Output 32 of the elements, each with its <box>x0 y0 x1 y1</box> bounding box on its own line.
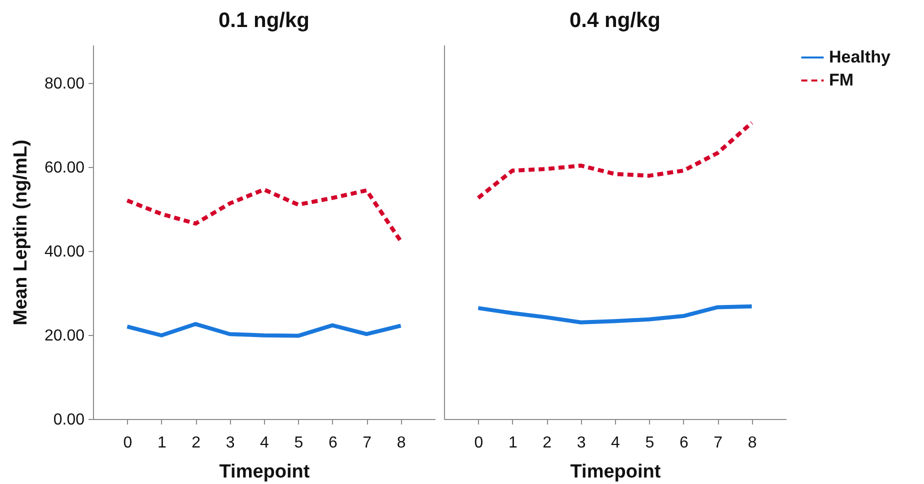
x-tick-label: 6 <box>679 434 688 452</box>
x-tick-label: 0 <box>123 434 132 452</box>
x-tick-label: 7 <box>362 434 372 452</box>
x-tick-label: 8 <box>748 434 757 452</box>
x-tick-label: 2 <box>192 434 201 452</box>
x-tick-label: 3 <box>226 434 235 452</box>
y-tick-label: 20.00 <box>44 327 85 344</box>
chart-title: 0.1 ng/kg <box>218 9 310 32</box>
x-tick-label: 3 <box>576 434 586 452</box>
chart-title: 0.4 ng/kg <box>569 9 661 32</box>
x-tick-label: 4 <box>611 434 620 452</box>
x-axis-title: Timepoint <box>570 462 662 482</box>
y-tick-label: 60.00 <box>44 159 85 176</box>
x-tick-label: 5 <box>294 434 304 452</box>
y-tick-label: 80.00 <box>44 75 85 92</box>
y-axis-title: Mean Leptin (ng/mL) <box>10 140 32 326</box>
x-tick-label: 5 <box>645 434 654 452</box>
y-tick-label: 40.00 <box>44 243 85 260</box>
line-series <box>125 322 403 338</box>
x-tick-label: 2 <box>542 434 552 452</box>
x-axis-title: Timepoint <box>219 462 310 482</box>
legend-label: FM <box>829 70 854 90</box>
y-tick-label: 0.00 <box>53 412 85 428</box>
x-tick-label: 1 <box>157 434 166 452</box>
x-tick-label: 4 <box>260 434 270 452</box>
x-tick-label: 7 <box>714 434 723 452</box>
line-series <box>125 188 403 244</box>
x-tick-label: 8 <box>396 434 406 452</box>
legend-label: Healthy <box>829 48 891 66</box>
x-tick-label: 1 <box>508 434 518 452</box>
x-tick-label: 6 <box>328 434 338 452</box>
x-tick-label: 0 <box>474 434 484 452</box>
